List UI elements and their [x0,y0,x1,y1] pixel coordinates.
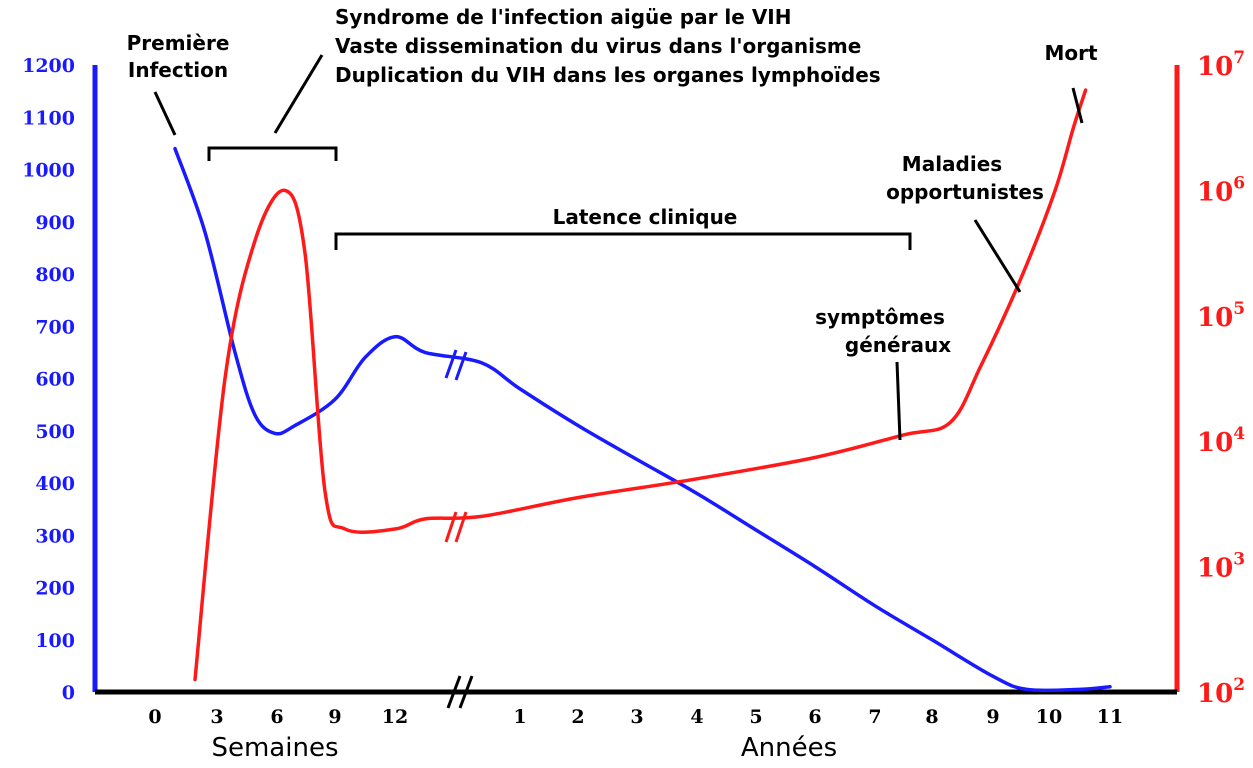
left-tick-label: 0 [62,682,75,704]
red-curve-break-mark [454,511,468,543]
right-tick-label: 106 [1197,173,1245,207]
blue-curve-break-mark [454,351,468,381]
x-tick-label-weeks: 12 [382,706,408,728]
x-tick-label-years: 3 [630,706,643,728]
x-tick-label-weeks: 0 [148,706,161,728]
acute-phase-bracket [207,146,338,161]
left-tick-label: 400 [35,473,75,495]
right-tick-label: 105 [1197,299,1245,333]
x-tick-label-years: 7 [868,706,881,728]
x-tick-label-weeks: 6 [270,706,283,728]
death-pointer [1071,87,1084,124]
opportunistic-label-2: opportunistes [886,180,1044,204]
x-tick-label-years: 10 [1036,706,1062,728]
right-tick-label: 107 [1197,48,1245,82]
left-tick-label: 100 [35,630,75,652]
primary-infection-label-2: Infection [128,58,228,82]
left-tick-label: 700 [35,316,75,338]
x-tick-label-years: 9 [986,706,999,728]
x-tick-label-weeks: 3 [210,706,223,728]
acute-syndrome-line-2: Vaste dissemination du virus dans l'orga… [335,34,861,58]
acute-pointer [273,54,324,134]
left-tick-label: 500 [35,421,75,443]
blue-series-line [173,146,1112,693]
left-tick-label: 900 [35,212,75,234]
right-tick-label: 102 [1197,675,1245,709]
left-tick-label: 200 [35,578,75,600]
acute-syndrome-line-1: Syndrome de l'infection aigüe par le VIH [335,5,791,29]
left-tick-label: 1100 [22,107,75,129]
left-tick-label: 300 [35,525,75,547]
red-series-line [193,88,1088,682]
infection-pointer [153,91,177,136]
opportunistic-label-1: Maladies [902,152,1002,176]
acute-syndrome-line-3: Duplication du VIH dans les organes lymp… [335,63,881,87]
x-axis-break-mark [446,675,462,709]
x-segment-title-weeks: Semaines [211,733,338,763]
x-tick-label-years: 5 [749,706,762,728]
latency-label: Latence clinique [553,205,738,229]
x-segment-title-years: Années [741,733,837,763]
right-tick-label: 104 [1197,424,1245,458]
right-tick-label: 103 [1197,550,1245,584]
primary-infection-label-1: Première [127,31,230,55]
symptoms-pointer [895,361,902,441]
x-tick-label-years: 2 [571,706,584,728]
left-tick-label: 800 [35,264,75,286]
latency-bracket [334,232,912,250]
x-tick-label-years: 8 [925,706,938,728]
general-symptoms-label-2: généraux [845,333,951,357]
blue-curve-break-mark [444,349,458,379]
opportunistic-pointer [973,219,1022,293]
x-tick-label-years: 1 [513,706,526,728]
death-label: Mort [1044,41,1098,65]
x-tick-label-years: 4 [690,706,703,728]
x-tick-label-years: 11 [1097,706,1123,728]
left-tick-label: 1200 [22,55,75,77]
red-curve-break-mark [444,511,458,543]
x-axis-break-mark [458,675,474,709]
general-symptoms-label-1: symptômes [815,305,945,329]
left-tick-label: 1000 [22,160,75,182]
left-tick-label: 600 [35,369,75,391]
x-tick-label-weeks: 9 [328,706,341,728]
x-tick-label-years: 6 [808,706,821,728]
